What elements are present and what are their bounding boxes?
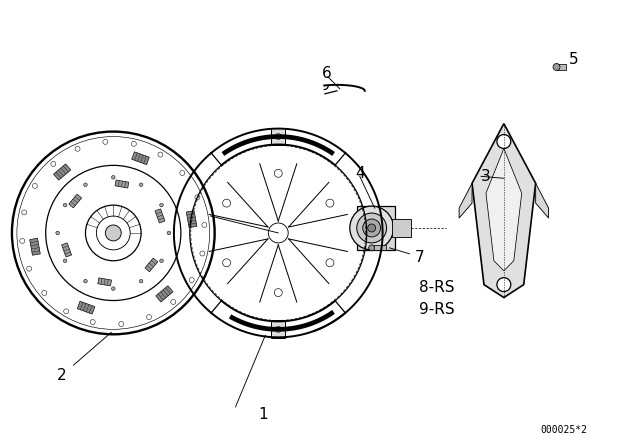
- Circle shape: [158, 152, 163, 157]
- Circle shape: [56, 231, 60, 235]
- Circle shape: [497, 134, 511, 148]
- Circle shape: [497, 278, 511, 292]
- Circle shape: [326, 199, 334, 207]
- Circle shape: [84, 280, 87, 283]
- Circle shape: [223, 259, 230, 267]
- FancyBboxPatch shape: [557, 64, 566, 70]
- Circle shape: [140, 280, 143, 283]
- FancyBboxPatch shape: [372, 246, 385, 250]
- Circle shape: [268, 223, 288, 243]
- Circle shape: [33, 183, 37, 188]
- Text: 2: 2: [57, 367, 67, 383]
- Polygon shape: [61, 243, 72, 257]
- Circle shape: [131, 142, 136, 146]
- Circle shape: [147, 314, 152, 319]
- Circle shape: [372, 230, 378, 236]
- Circle shape: [111, 287, 115, 290]
- Circle shape: [160, 203, 163, 207]
- Circle shape: [103, 139, 108, 144]
- Circle shape: [90, 319, 95, 324]
- Circle shape: [20, 238, 25, 243]
- Text: 4: 4: [355, 166, 364, 181]
- FancyBboxPatch shape: [392, 219, 412, 237]
- Circle shape: [368, 224, 376, 232]
- Circle shape: [223, 199, 230, 207]
- Circle shape: [356, 213, 387, 243]
- Text: 5: 5: [568, 52, 578, 67]
- Circle shape: [275, 289, 282, 297]
- Circle shape: [189, 278, 194, 283]
- Polygon shape: [54, 164, 71, 180]
- Polygon shape: [98, 278, 111, 286]
- Circle shape: [363, 219, 381, 237]
- Text: 3: 3: [481, 169, 491, 184]
- Polygon shape: [186, 211, 197, 228]
- Polygon shape: [115, 180, 129, 188]
- Polygon shape: [77, 301, 95, 314]
- Polygon shape: [68, 194, 82, 208]
- Circle shape: [111, 176, 115, 179]
- Text: 9-RS: 9-RS: [419, 302, 455, 317]
- Text: 8-RS: 8-RS: [419, 280, 455, 295]
- Circle shape: [160, 259, 163, 263]
- Text: 1: 1: [259, 407, 268, 422]
- Circle shape: [202, 223, 207, 228]
- Polygon shape: [271, 128, 285, 146]
- Circle shape: [275, 169, 282, 177]
- Polygon shape: [536, 183, 548, 218]
- Polygon shape: [365, 226, 383, 240]
- Text: 7: 7: [415, 250, 424, 265]
- Polygon shape: [271, 320, 285, 338]
- Circle shape: [42, 290, 47, 295]
- Circle shape: [63, 259, 67, 263]
- Circle shape: [75, 146, 80, 151]
- Circle shape: [350, 206, 394, 250]
- Circle shape: [84, 183, 87, 186]
- Text: 000025*2: 000025*2: [541, 425, 588, 435]
- Circle shape: [167, 231, 171, 235]
- Circle shape: [195, 195, 200, 200]
- Polygon shape: [472, 124, 536, 297]
- Circle shape: [22, 210, 27, 215]
- Circle shape: [180, 171, 185, 176]
- Circle shape: [275, 134, 281, 139]
- Polygon shape: [29, 238, 40, 255]
- Circle shape: [119, 322, 124, 327]
- Circle shape: [106, 225, 121, 241]
- Circle shape: [171, 299, 176, 305]
- FancyBboxPatch shape: [356, 206, 394, 250]
- Polygon shape: [145, 258, 158, 272]
- Circle shape: [27, 266, 31, 271]
- Circle shape: [369, 245, 374, 251]
- Circle shape: [140, 183, 143, 186]
- Circle shape: [63, 203, 67, 207]
- Text: 6: 6: [322, 66, 332, 82]
- Polygon shape: [156, 286, 173, 302]
- Circle shape: [553, 64, 560, 70]
- Polygon shape: [459, 183, 472, 218]
- Circle shape: [51, 161, 56, 166]
- Circle shape: [64, 309, 68, 314]
- Circle shape: [200, 251, 205, 256]
- Circle shape: [275, 326, 281, 332]
- Polygon shape: [155, 209, 165, 223]
- Circle shape: [326, 259, 334, 267]
- Polygon shape: [132, 152, 149, 165]
- Polygon shape: [486, 148, 522, 271]
